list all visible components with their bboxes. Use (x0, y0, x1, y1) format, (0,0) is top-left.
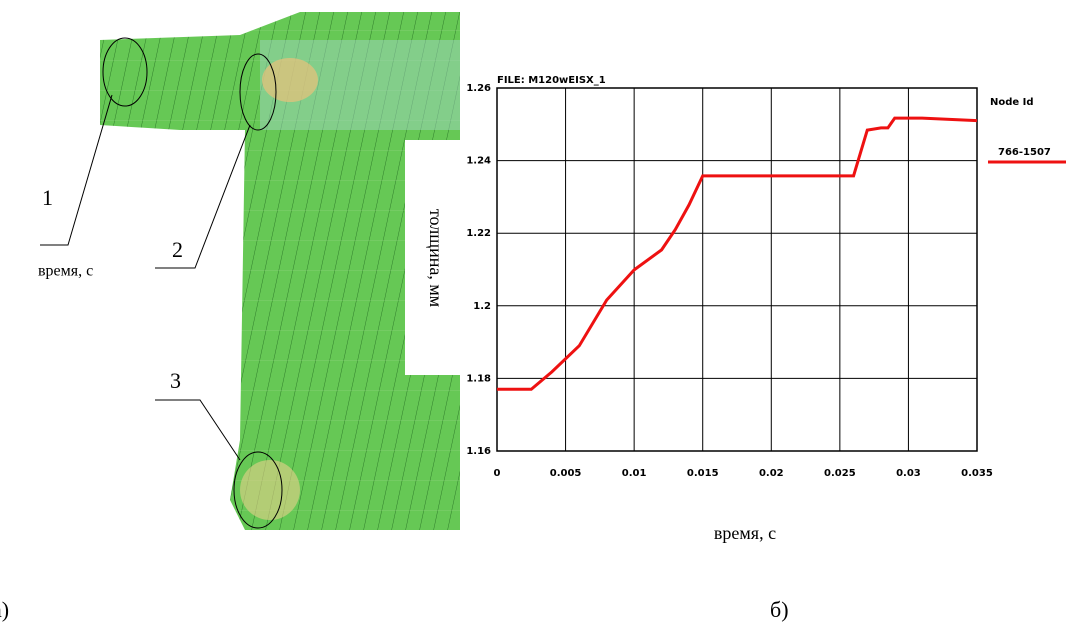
x-tick-label: 0 (494, 468, 501, 479)
panel-label: б) (770, 597, 789, 622)
legend-label: 766-1507 (998, 147, 1051, 158)
mesh-image: 1 2 3 время, с (38, 12, 460, 530)
x-tick-label: 0.01 (622, 468, 647, 479)
axis-label: время, с (38, 263, 93, 280)
marker-label: 3 (170, 368, 181, 393)
figure: 1 2 3 время, с а) б) FILE: M120wEISX_1 N… (0, 0, 1066, 630)
y-tick-label: 1.18 (466, 373, 491, 384)
marker-label: 2 (172, 237, 183, 262)
chart-title: FILE: M120wEISX_1 (497, 75, 606, 86)
panel-label: а) (0, 597, 9, 622)
y-tick-label: 1.24 (466, 156, 491, 167)
x-axis-label: время, с (714, 523, 776, 543)
x-tick-label: 0.02 (759, 468, 784, 479)
leader-line (155, 400, 240, 460)
x-tick-label: 0.015 (687, 468, 719, 479)
x-tick-label: 0.03 (896, 468, 921, 479)
y-tick-label: 1.16 (466, 446, 491, 457)
y-tick-label: 1.22 (466, 228, 491, 239)
leader-line (155, 125, 250, 268)
legend-title: Node Id (990, 97, 1034, 108)
plot-frame (497, 88, 977, 451)
x-tick-label: 0.005 (550, 468, 582, 479)
y-tick-label: 1.2 (473, 301, 491, 312)
x-tick-label: 0.025 (824, 468, 856, 479)
marker-label: 1 (42, 185, 53, 210)
y-tick-label: 1.26 (466, 83, 491, 94)
x-tick-label: 0.035 (961, 468, 993, 479)
mesh-hotspot (240, 460, 300, 520)
y-axis-label: толщина, мм (426, 209, 446, 307)
